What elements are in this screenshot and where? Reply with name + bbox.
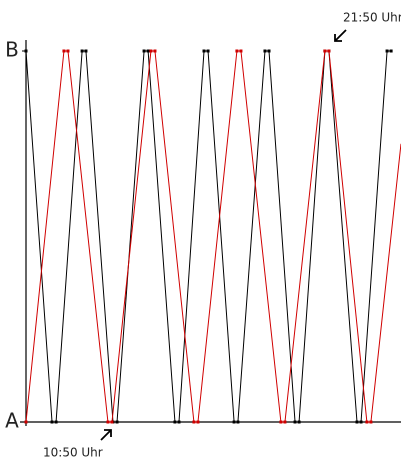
point [24,420,28,424]
point [50,420,54,424]
point [153,49,157,53]
point [206,49,210,53]
point [389,49,393,53]
series-line [25,50,401,423]
point [62,49,66,53]
point [385,49,389,53]
point [177,420,181,424]
point [355,420,359,424]
point [359,420,363,424]
point [235,49,239,53]
point [232,420,236,424]
point [24,49,28,53]
point [110,420,114,424]
point [173,420,177,424]
y-tick-label: B [5,38,19,62]
point [192,420,196,424]
point [115,420,119,424]
point [323,49,327,53]
point [279,420,283,424]
point [149,49,153,53]
y-tick-label: A [5,409,19,433]
point [54,420,58,424]
point [196,420,200,424]
annotation-arrow [334,29,347,42]
point [369,420,373,424]
point [84,49,88,53]
point [293,420,297,424]
point [267,49,271,53]
point [146,49,150,53]
point [66,49,70,53]
point [263,49,267,53]
annotation: 10:50 Uhr [43,446,103,460]
point [142,49,146,53]
point [236,420,240,424]
point [106,420,110,424]
annotation: 21:50 Uhr [343,11,401,25]
point [283,420,287,424]
annotation-arrow [100,429,112,441]
point [297,420,301,424]
point [365,420,369,424]
point [80,49,84,53]
point [202,49,206,53]
point [327,49,331,53]
series-line [25,50,392,423]
point [239,49,243,53]
